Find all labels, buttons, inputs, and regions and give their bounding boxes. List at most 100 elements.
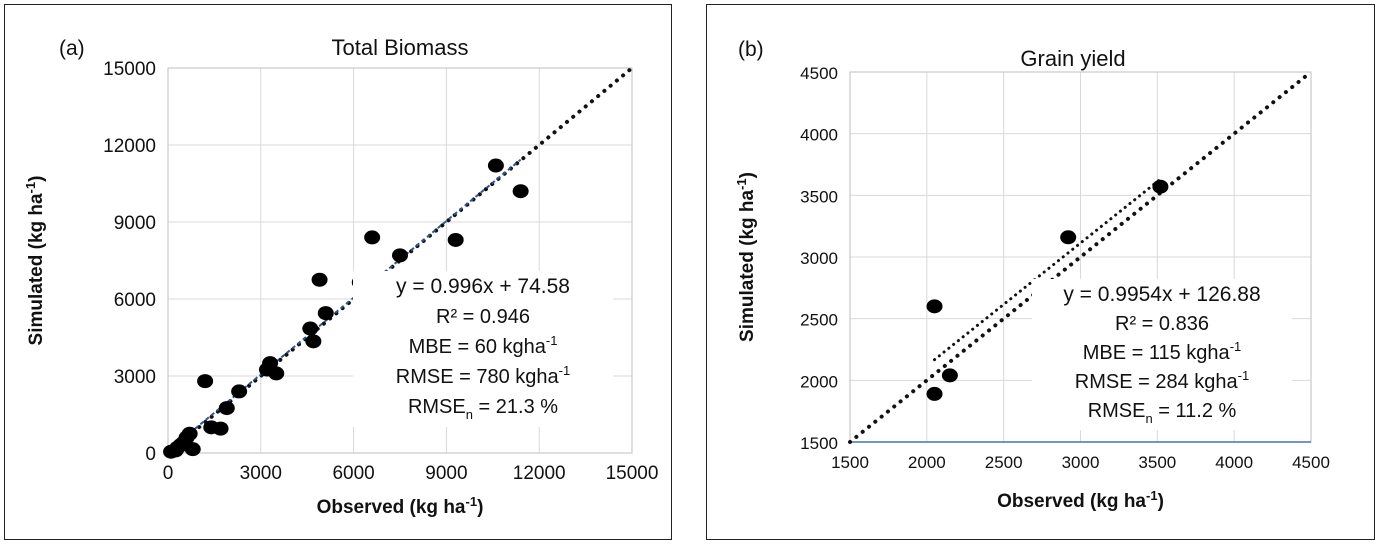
chart-title: Total Biomass	[332, 35, 469, 60]
y-tick-label: 4000	[800, 126, 838, 145]
stats-background	[353, 271, 613, 427]
y-tick-label: 6000	[114, 290, 156, 311]
y-tick-label: 1500	[800, 434, 838, 453]
regression-equation: y = 0.996x + 74.58	[396, 275, 570, 298]
x-tick-label: 3000	[1062, 453, 1100, 472]
data-point	[1152, 179, 1169, 194]
mbe-value: MBE = 115 kgha-1	[1083, 339, 1242, 364]
data-point	[392, 248, 408, 263]
x-axis-label: Observed (kg ha-1)	[317, 494, 484, 518]
data-point	[218, 401, 235, 416]
x-tick-label: 15000	[606, 463, 659, 484]
regression-equation: y = 0.9954x + 126.88	[1063, 283, 1260, 306]
chart-title: Grain yield	[1020, 46, 1125, 71]
data-point	[926, 386, 943, 401]
data-point	[305, 334, 322, 349]
y-axis-label-exponent: -1	[23, 182, 38, 194]
data-point	[311, 272, 328, 287]
x-axis-label-text: Observed (kg ha	[317, 497, 466, 518]
regression-trendline	[933, 177, 1162, 362]
rmsen-subscript: n	[466, 407, 473, 422]
x-tick-label: 3000	[240, 463, 282, 484]
plot-area-frame	[167, 67, 633, 454]
y-axis-label-text: Simulated (kg ha	[26, 193, 47, 345]
data-point	[1060, 230, 1077, 245]
data-point	[212, 421, 229, 436]
x-axis-label-exponent: -1	[466, 494, 478, 509]
mbe-value: MBE = 60 kgha-1	[409, 333, 558, 358]
data-point	[512, 184, 529, 199]
rmsen-text: RMSE	[408, 396, 466, 418]
data-point	[941, 368, 958, 383]
biomass-scatter-chart: 0 3000 6000 9000 12000 15000 0 3000 6000 9000 1200…	[23, 35, 659, 518]
y-tick-label: 2500	[800, 311, 838, 330]
rmse-exponent: -1	[559, 363, 571, 378]
rmse-value: RMSE = 780 kgha-1	[396, 363, 570, 388]
x-tick-label: 3500	[1138, 453, 1176, 472]
data-point	[364, 230, 381, 245]
y-tick-label: 4500	[800, 64, 838, 83]
data-point	[231, 384, 248, 399]
mbe-exponent: -1	[1230, 339, 1242, 354]
rmsen-value-text: = 21.3 %	[473, 396, 558, 418]
data-point	[447, 232, 464, 247]
data-point	[302, 321, 319, 336]
y-tick-label: 3000	[114, 367, 156, 388]
y-axis-label: Simulated (kg ha-1)	[23, 176, 47, 346]
rmse-value: RMSE = 284 kgha-1	[1075, 368, 1249, 393]
y-axis-label-close: )	[737, 172, 758, 178]
rmse-text: RMSE = 780 kgha	[396, 366, 560, 388]
x-axis-label-close: )	[477, 497, 483, 518]
y-tick-label: 9000	[114, 213, 156, 234]
x-tick-label: 4500	[1292, 453, 1330, 472]
one-to-one-line	[848, 70, 1313, 444]
x-axis-label-exponent: -1	[1146, 488, 1158, 503]
x-tick-label: 6000	[332, 463, 374, 484]
panel-label: (a)	[59, 37, 85, 60]
rmse-exponent: -1	[1238, 368, 1250, 383]
x-tick-label: 9000	[425, 463, 467, 484]
stats-background	[1032, 279, 1292, 430]
x-axis-label: Observed (kg ha-1)	[997, 488, 1164, 512]
y-tick-label: 15000	[103, 59, 156, 80]
data-point	[268, 366, 285, 381]
panel-label: (b)	[738, 38, 764, 61]
grain-yield-scatter-chart: 1500 2000 2500 3000 3500 4000 4500 1500 2000 2500…	[734, 38, 1330, 512]
data-point	[197, 374, 214, 389]
chart-panel-b: 1500 2000 2500 3000 3500 4000 4500 1500 2000 2500…	[706, 4, 1375, 540]
y-axis-label-text: Simulated (kg ha	[737, 190, 758, 342]
x-tick-label: 0	[163, 463, 174, 484]
mbe-exponent: -1	[546, 333, 558, 348]
rmsen-value-text: = 11.2 %	[1153, 400, 1237, 422]
data-point	[262, 356, 279, 371]
data-point	[926, 299, 943, 314]
x-tick-label: 1500	[831, 453, 869, 472]
x-axis-label-close: )	[1158, 491, 1164, 512]
mbe-text: MBE = 60 kgha	[409, 336, 547, 358]
chart-panel-a: 0 3000 6000 9000 12000 15000 0 3000 6000 9000 1200…	[4, 4, 672, 540]
data-point	[487, 158, 504, 173]
y-tick-label: 2000	[800, 372, 838, 391]
y-axis-label: Simulated (kg ha-1)	[734, 172, 758, 342]
r-squared-value: R² = 0.836	[1115, 313, 1209, 335]
data-point	[317, 306, 334, 321]
r-squared-value: R² = 0.946	[436, 306, 530, 328]
x-tick-label: 2500	[985, 453, 1023, 472]
rmse-text: RMSE = 284 kgha	[1075, 371, 1239, 393]
data-point	[184, 442, 201, 457]
x-tick-label: 12000	[513, 463, 566, 484]
y-tick-label: 12000	[103, 136, 156, 157]
x-axis-label-text: Observed (kg ha	[997, 491, 1146, 512]
y-tick-label: 3000	[800, 249, 838, 268]
y-axis-label-close: )	[26, 176, 47, 182]
rmsen-subscript: n	[1145, 411, 1152, 426]
regression-trendline	[167, 158, 522, 452]
mbe-text: MBE = 115 kgha	[1083, 342, 1231, 364]
y-axis-label-exponent: -1	[734, 178, 749, 190]
rmsen-value: RMSEn = 21.3 %	[408, 396, 558, 422]
y-tick-label: 3500	[800, 187, 838, 206]
rmsen-value: RMSEn = 11.2 %	[1088, 400, 1237, 426]
data-point	[181, 426, 198, 441]
x-tick-label: 2000	[908, 453, 946, 472]
rmsen-text: RMSE	[1088, 400, 1146, 422]
